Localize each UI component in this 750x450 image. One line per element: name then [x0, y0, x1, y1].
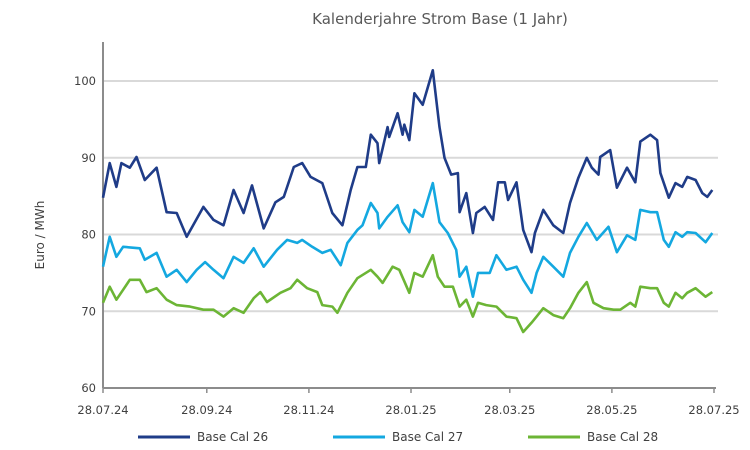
legend-label: Base Cal 26: [197, 430, 268, 444]
legend-label: Base Cal 27: [392, 430, 463, 444]
y-axis-label: Euro / MWh: [33, 201, 47, 270]
y-tick-label: 100: [74, 74, 96, 88]
chart-title: Kalenderjahre Strom Base (1 Jahr): [312, 10, 568, 28]
x-tick-label: 28.07.25: [688, 403, 739, 417]
legend-label: Base Cal 28: [587, 430, 658, 444]
gridlines: [102, 42, 718, 389]
x-tick-label: 28.05.25: [586, 403, 637, 417]
series-line-base-cal-26: [101, 69, 714, 254]
y-tick-label: 60: [81, 381, 96, 395]
x-axis-ticks: 28.07.24 28.09.24 28.11.24 28.01.25 28.03.25…: [77, 388, 740, 417]
x-tick-label: 28.01.25: [385, 403, 436, 417]
series-line-base-cal-28: [101, 253, 714, 334]
y-tick-label: 90: [81, 151, 96, 165]
x-tick-label: 28.09.24: [181, 403, 232, 417]
series-lines: [101, 69, 714, 334]
x-tick-label: 28.11.24: [283, 403, 334, 417]
series-line-base-cal-27: [101, 181, 714, 299]
x-tick-label: 28.07.24: [77, 403, 128, 417]
x-tick-label: 28.03.25: [484, 403, 535, 417]
y-tick-label: 80: [81, 228, 96, 242]
legend: Base Cal 26 Base Cal 27 Base Cal 28: [138, 430, 658, 444]
y-tick-label: 70: [81, 304, 96, 318]
y-axis-ticks: 60 70 80 90 100: [74, 74, 96, 395]
